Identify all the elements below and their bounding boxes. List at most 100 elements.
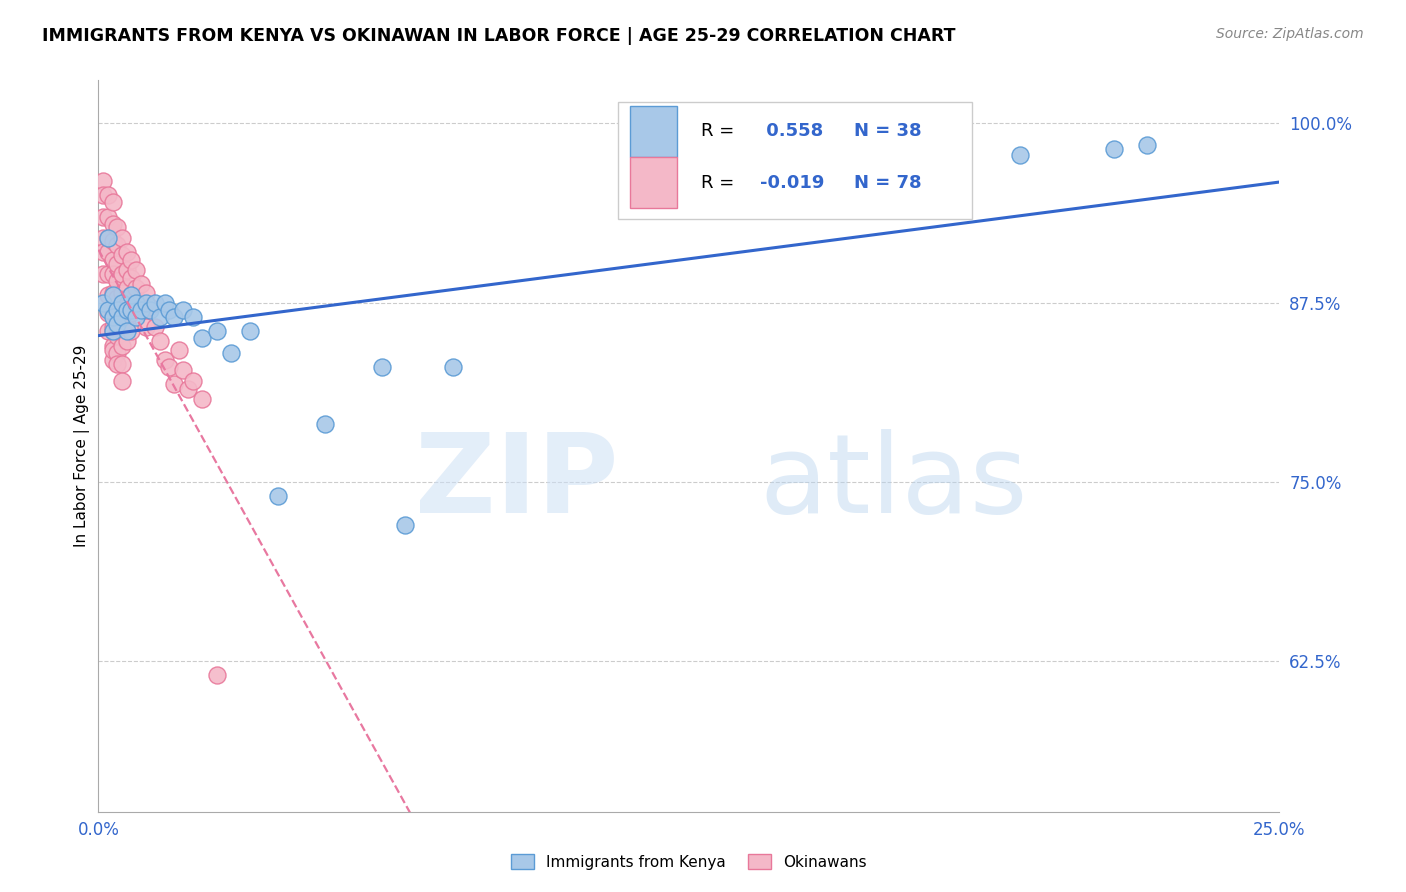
Point [97,231,120,245]
Point [191,331,214,345]
Point [115,317,138,331]
Text: IMMIGRANTS FROM KENYA VS OKINAWAN IN LABOR FORCE | AGE 25-29 CORRELATION CHART: IMMIGRANTS FROM KENYA VS OKINAWAN IN LAB… [42,27,956,45]
Text: R =: R = [700,122,740,140]
Point [121,252,143,267]
Point [101,217,124,231]
Text: R =: R = [700,174,740,192]
Y-axis label: In Labor Force | Age 25-29: In Labor Force | Age 25-29 [75,345,90,547]
Point [97,231,120,245]
Point [97,267,120,281]
Point [181,375,204,389]
Bar [630,157,678,209]
Point [115,300,138,314]
Point [91,188,114,202]
Point [101,234,124,248]
Point [314,417,336,432]
Point [115,281,138,295]
Point [121,288,143,302]
Point [139,300,162,314]
Point [125,281,148,295]
Point [101,195,124,210]
Point [135,285,157,300]
Point [101,343,124,357]
Point [105,317,128,331]
Point [149,334,172,349]
Point [371,360,394,375]
Bar [619,103,973,219]
Point [441,360,464,375]
Point [121,288,143,302]
Point [172,363,194,377]
Point [163,377,186,392]
Point [135,295,157,310]
Text: N = 78: N = 78 [855,174,922,192]
Point [1102,142,1125,156]
Point [105,328,128,343]
Point [111,357,134,371]
Point [191,392,214,406]
Point [105,302,128,317]
Point [115,324,138,338]
Point [125,262,148,277]
Point [181,310,204,324]
Point [163,310,186,324]
Point [135,302,157,317]
Point [101,288,124,302]
Point [101,252,124,267]
Point [105,257,128,271]
Bar [630,106,678,157]
Point [101,324,124,338]
Point [105,320,128,334]
Point [149,310,172,324]
Point [1136,137,1159,152]
Point [157,302,180,317]
Point [101,338,124,352]
Point [105,219,128,234]
Point [205,324,228,338]
Point [125,300,148,314]
Point [129,302,152,317]
Point [111,338,134,352]
Text: -0.019: -0.019 [759,174,824,192]
Point [121,305,143,319]
Point [111,310,134,324]
Point [177,382,200,396]
Point [97,305,120,319]
Point [97,245,120,260]
Point [105,291,128,305]
Point [91,295,114,310]
Point [219,345,242,359]
Point [172,302,194,317]
Point [111,295,134,310]
Point [139,302,162,317]
Point [135,320,157,334]
Point [129,277,152,291]
Point [101,305,124,319]
Point [111,231,134,245]
Point [121,302,143,317]
Text: atlas: atlas [759,429,1028,536]
Point [167,343,190,357]
Point [267,489,290,503]
Point [101,353,124,368]
Text: ZIP: ZIP [415,429,619,536]
Point [91,231,114,245]
Point [125,295,148,310]
Point [115,302,138,317]
Point [105,302,128,317]
Point [105,274,128,288]
Point [125,310,148,324]
Point [121,324,143,338]
Point [239,324,262,338]
Point [91,210,114,224]
Point [121,271,143,285]
Point [111,302,134,317]
Point [91,174,114,188]
Point [1008,148,1031,162]
Point [111,320,134,334]
Point [143,295,166,310]
Point [97,302,120,317]
Legend: Immigrants from Kenya, Okinawans: Immigrants from Kenya, Okinawans [503,846,875,877]
Point [129,295,152,310]
Text: N = 38: N = 38 [855,122,922,140]
